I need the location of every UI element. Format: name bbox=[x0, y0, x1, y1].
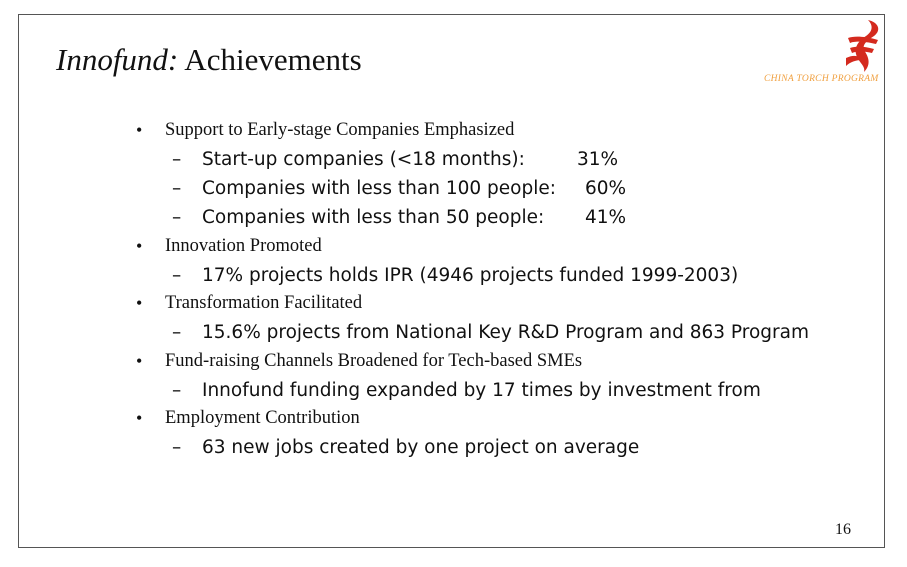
list-item: – Companies with less than 100 people: 60% bbox=[172, 178, 626, 199]
item-text: Start-up companies (<18 months): bbox=[202, 149, 525, 170]
china-torch-program-logo-icon bbox=[846, 20, 879, 72]
dash-icon: – bbox=[172, 207, 182, 228]
page-number: 16 bbox=[835, 521, 851, 538]
bullet-icon: • bbox=[136, 351, 143, 371]
item-value: 41% bbox=[585, 207, 627, 228]
dash-icon: – bbox=[172, 322, 182, 343]
dash-icon: – bbox=[172, 178, 182, 199]
list-item: –17% projects holds IPR (4946 projects f… bbox=[172, 265, 738, 286]
slide-frame bbox=[18, 14, 885, 548]
bullet-icon: • bbox=[136, 120, 143, 140]
dash-icon: – bbox=[172, 380, 182, 401]
section-heading: Support to Early-stage Companies Emphasi… bbox=[165, 120, 515, 140]
item-text: 63 new jobs created by one project on av… bbox=[202, 437, 640, 458]
section-heading: Innovation Promoted bbox=[165, 236, 322, 256]
title-emphasis: Innofund: bbox=[56, 42, 179, 77]
item-text: 17% projects holds IPR (4946 projects fu… bbox=[202, 265, 739, 286]
item-value: 31% bbox=[577, 149, 619, 170]
list-item: – Companies with less than 50 people: 41% bbox=[172, 207, 626, 228]
dash-icon: – bbox=[172, 149, 182, 170]
item-text: Innofund funding expanded by 17 times by… bbox=[202, 380, 761, 401]
bullet-icon: • bbox=[136, 293, 143, 313]
item-value: 60% bbox=[585, 178, 627, 199]
list-item: –63 new jobs created by one project on a… bbox=[172, 437, 639, 458]
section-heading: Fund-raising Channels Broadened for Tech… bbox=[165, 351, 583, 371]
logo-caption: CHINA TORCH PROGRAM bbox=[764, 74, 879, 84]
list-item: –15.6% projects from National Key R&D Pr… bbox=[172, 322, 809, 343]
item-text: Companies with less than 50 people: bbox=[202, 207, 545, 228]
list-item: – Start-up companies (<18 months): 31% bbox=[172, 149, 618, 170]
title-rest: Achievements bbox=[178, 42, 362, 77]
bullet-icon: • bbox=[136, 408, 143, 428]
list-item: – Innofund funding expanded by 17 times b… bbox=[172, 380, 761, 401]
section-heading: Transformation Facilitated bbox=[165, 293, 363, 313]
item-text: Companies with less than 100 people: bbox=[202, 178, 556, 199]
dash-icon: – bbox=[172, 437, 182, 458]
dash-icon: – bbox=[172, 265, 182, 286]
section-heading: Employment Contribution bbox=[165, 408, 360, 428]
bullet-icon: • bbox=[136, 236, 143, 256]
slide-title: Innofund: Achievements bbox=[56, 42, 362, 78]
item-text: 15.6% projects from National Key R&D Pro… bbox=[202, 322, 809, 343]
